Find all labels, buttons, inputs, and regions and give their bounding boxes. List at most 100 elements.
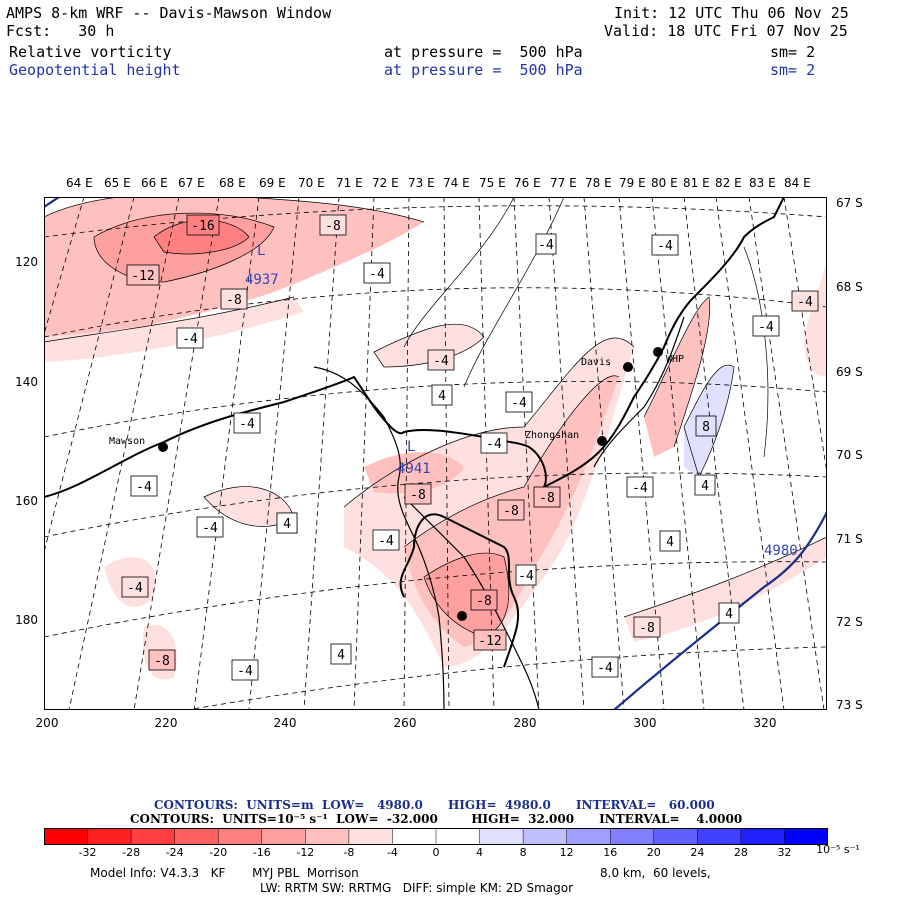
valid-time: Valid: 18 UTC Fri 07 Nov 25: [604, 22, 848, 40]
field1-level: at pressure = 500 hPa: [384, 43, 583, 61]
vort-label: -16: [186, 214, 220, 236]
colorbar-label: -4: [386, 846, 398, 859]
vort-label: -12: [126, 264, 160, 286]
vort-region: [364, 452, 464, 494]
vort-region: [154, 220, 249, 254]
vort-label: 4: [718, 602, 740, 624]
station-dot-mawson: [158, 442, 168, 452]
vort-label: -8: [319, 214, 347, 236]
svg-text:-4: -4: [127, 581, 143, 596]
svg-text:4: 4: [701, 479, 709, 494]
vort-label: -4: [176, 327, 204, 349]
vort-label: 4: [694, 474, 716, 496]
vort-label: -4: [515, 564, 537, 586]
vorticity-labels: -16 -12 -8 -8 -4 -4 -4 -4 -4 -4 -4 -4 -4…: [121, 214, 819, 681]
lat-label: 72 S: [836, 615, 863, 629]
field1-name: Relative vorticity: [9, 43, 172, 61]
graticule-line: [651, 197, 705, 710]
lon-label: 72 E: [372, 176, 399, 190]
vorticity-map: Mawson Davis Zhongshan WHP L 4937 L 4941…: [44, 197, 827, 710]
graticule-line: [403, 197, 410, 710]
vort-region: [804, 257, 827, 377]
vort-contour: [403, 197, 515, 348]
station-label-davis: Davis: [581, 357, 611, 368]
colorbar-label: -12: [296, 846, 315, 859]
colorbar-swatch: [479, 828, 524, 845]
field2-name: Geopotential height: [9, 61, 181, 79]
station-label-mawson: Mawson: [109, 436, 145, 447]
colorbar-swatch: [130, 828, 176, 845]
height-contour-label: 4980: [764, 543, 798, 559]
colorbar-swatch: [653, 828, 699, 845]
height-contour-info: CONTOURS: UNITS=m LOW= 4980.0 HIGH= 4980…: [154, 798, 715, 812]
colorbar-label: -28: [122, 846, 141, 859]
svg-text:-4: -4: [758, 320, 774, 335]
svg-text:-4: -4: [433, 354, 449, 369]
lon-label: 84 E: [784, 176, 811, 190]
vort-label: -12: [473, 629, 507, 651]
lon-label: 75 E: [479, 176, 506, 190]
vort-label: -4: [535, 233, 557, 255]
svg-text:4: 4: [725, 607, 733, 622]
svg-text:-12: -12: [131, 269, 154, 284]
station-dot-davis: [623, 362, 633, 372]
graticule-line: [513, 197, 540, 710]
x-label: 320: [753, 716, 777, 730]
station-label-zhongshan: Zhongshan: [525, 430, 579, 441]
low-height-2: 4941: [397, 461, 431, 477]
coastline: [44, 197, 785, 668]
colorbar-label: 4: [476, 846, 484, 859]
svg-text:-4: -4: [237, 664, 253, 679]
vort-label: -4: [505, 391, 533, 413]
vort-region: [424, 553, 509, 637]
svg-text:-4: -4: [136, 480, 152, 495]
svg-text:-4: -4: [518, 569, 534, 584]
colorbar-label: 12: [559, 846, 574, 859]
lon-label: 77 E: [550, 176, 577, 190]
vort-label: -8: [470, 589, 498, 611]
vort-label: -8: [220, 288, 248, 310]
svg-text:-4: -4: [538, 238, 554, 253]
title: AMPS 8-km WRF -- Davis-Mawson Window: [6, 4, 332, 22]
vort-label: -8: [497, 499, 525, 521]
svg-text:-8: -8: [476, 594, 492, 609]
graticule: [44, 197, 827, 710]
lon-label: 80 E: [651, 176, 678, 190]
vort-label: -4: [130, 475, 158, 497]
colorbar-swatch: [44, 828, 89, 845]
coastline-path: [543, 197, 785, 488]
vort-region: [204, 486, 294, 527]
coastline-path: [399, 513, 520, 668]
coastline-path: [44, 375, 547, 498]
lon-label: 73 E: [408, 176, 435, 190]
ice-boundary-path: [593, 316, 685, 468]
vort-label: -4: [480, 432, 508, 454]
vort-contour: [44, 296, 295, 343]
vort-contour: [423, 552, 510, 638]
vort-label: -4: [231, 659, 259, 681]
station-dot-zhongshan: [597, 436, 607, 446]
graticule-line: [44, 205, 827, 238]
vort-label: 8: [695, 415, 717, 437]
colorbar-swatch: [784, 828, 828, 845]
vort-contour: [153, 219, 250, 255]
svg-text:-8: -8: [226, 293, 242, 308]
lon-label: 81 E: [683, 176, 710, 190]
vort-label: -4: [121, 576, 149, 598]
colorbar-label: -32: [78, 846, 97, 859]
colorbar-label: -20: [209, 846, 228, 859]
station-dot-extra: [457, 611, 467, 621]
model-info-resolution: 8.0 km, 60 levels,: [600, 866, 711, 880]
svg-text:-4: -4: [797, 295, 813, 310]
field1-smoothing: sm= 2: [770, 43, 816, 61]
lon-label: 76 E: [514, 176, 541, 190]
colorbar-swatch: [435, 828, 481, 845]
vort-label: 4: [431, 384, 453, 406]
colorbar-label: -24: [165, 846, 184, 859]
colorbar-swatch: [348, 828, 394, 845]
graticule-line: [548, 197, 585, 710]
graticule-line: [618, 197, 665, 710]
map-frame: [44, 197, 827, 710]
vort-label: -4: [791, 290, 819, 312]
vort-label: -4: [196, 516, 224, 538]
